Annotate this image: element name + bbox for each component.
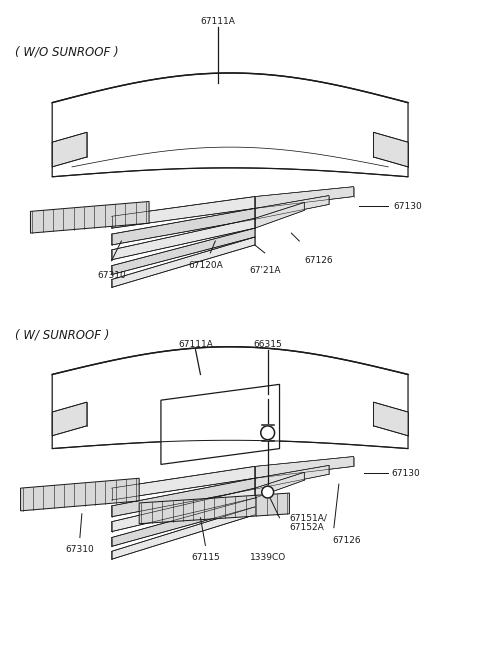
Polygon shape (255, 472, 304, 498)
Polygon shape (373, 402, 408, 436)
Polygon shape (161, 384, 279, 464)
Text: 67310: 67310 (65, 545, 94, 555)
Polygon shape (255, 457, 354, 478)
Polygon shape (373, 132, 408, 167)
Polygon shape (52, 73, 408, 177)
Polygon shape (111, 196, 255, 228)
Polygon shape (111, 498, 255, 547)
Text: 67111A: 67111A (201, 17, 236, 26)
Text: 1339CO: 1339CO (250, 553, 286, 562)
Polygon shape (111, 488, 255, 532)
Text: 67120A: 67120A (188, 261, 223, 270)
Polygon shape (111, 228, 255, 275)
Polygon shape (21, 478, 139, 511)
Polygon shape (255, 465, 329, 489)
Text: 67126: 67126 (333, 535, 361, 545)
Text: 67126: 67126 (304, 256, 333, 265)
Polygon shape (139, 493, 289, 524)
Polygon shape (111, 208, 255, 245)
Text: 67130: 67130 (393, 202, 422, 211)
Text: ( W/O SUNROOF ): ( W/O SUNROOF ) (14, 45, 118, 58)
Text: 67151A/: 67151A/ (289, 513, 327, 522)
Circle shape (262, 486, 274, 498)
Polygon shape (52, 402, 87, 436)
Polygon shape (111, 478, 255, 517)
Polygon shape (52, 132, 87, 167)
Polygon shape (255, 196, 329, 219)
Polygon shape (111, 507, 255, 559)
Text: 67152A: 67152A (289, 523, 324, 532)
Circle shape (261, 426, 275, 440)
Text: 67'21A: 67'21A (249, 265, 280, 275)
Text: 67310: 67310 (97, 271, 126, 280)
Text: 66315: 66315 (253, 340, 282, 350)
Text: 67111A: 67111A (178, 340, 213, 350)
Polygon shape (52, 347, 408, 449)
Text: 67115: 67115 (191, 553, 220, 562)
Text: ( W/ SUNROOF ): ( W/ SUNROOF ) (14, 328, 109, 341)
Polygon shape (255, 202, 304, 228)
Polygon shape (255, 187, 354, 208)
Polygon shape (111, 466, 255, 500)
Polygon shape (111, 237, 255, 288)
Polygon shape (30, 202, 149, 233)
Polygon shape (111, 218, 255, 260)
Text: 67130: 67130 (391, 469, 420, 478)
